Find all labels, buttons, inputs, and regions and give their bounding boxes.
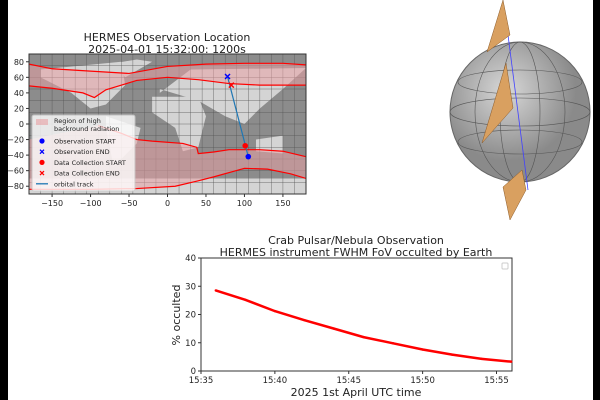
orbit-line [507,34,529,191]
y-tick-label: 20 [185,311,196,321]
data-point [480,357,483,361]
x-tick-label: 100 [237,199,252,208]
radiation-boundary-1 [28,76,306,99]
y-tick-label: 20 [14,104,24,113]
y-tick-label: 40 [185,254,196,264]
globe-3d-view [449,0,591,221]
y-axis-label: % occulted [170,285,183,346]
x-axis-label: 2025 1st April UTC time [291,386,422,399]
x-tick-label: 15:35 [189,376,214,386]
right-border [593,0,600,400]
data-collection-start-marker [242,142,249,149]
legend-marker [39,159,45,165]
legend-label-region: Region of high [54,117,101,125]
observation-end-marker [224,73,231,80]
data-point [510,360,513,363]
legend-label: Observation END [54,148,110,156]
landmass [255,135,283,154]
legend-label-region: backround radiation [54,125,119,133]
data-point [303,318,306,322]
y-tick-label: 0 [191,367,196,377]
y-tick-label: −40 [7,151,24,160]
empty-legend [501,262,509,270]
data-point [332,327,336,330]
observation-start-marker [245,153,252,160]
y-tick-label: −20 [7,136,24,145]
x-tick-label: 0 [165,199,170,208]
data-point [244,298,247,302]
x-tick-label: 15:45 [336,376,361,386]
x-tick-label: 15:50 [410,376,435,386]
line-subtitle: HERMES instrument FWHM FoV occulted by E… [220,246,493,259]
fov-cones [481,0,527,221]
x-tick-label: −100 [80,199,102,208]
legend-label: orbital track [54,180,94,188]
y-tick-label: 30 [185,282,196,292]
y-tick-label: 0 [19,120,24,129]
y-tick-label: −80 [7,182,24,191]
left-border [0,0,8,400]
x-tick-label: 150 [275,199,290,208]
y-tick-label: 10 [185,339,196,349]
x-tick-label: 15:55 [484,376,509,386]
plot-area [200,257,513,372]
data-point [450,353,454,356]
x-tick-label: −50 [121,199,138,208]
x-tick-label: 15:40 [263,376,288,386]
y-tick-label: 80 [14,58,24,67]
x-tick-label: 50 [201,199,211,208]
legend-label: Observation START [54,138,116,146]
data-point [391,342,395,345]
radiation-boundary-0 [28,62,307,75]
line-title: Crab Pulsar/Nebula Observation [268,234,444,247]
legend-box [31,114,136,192]
map-subtitle: 2025-04-01 15:32:00: 1200s [88,43,246,56]
map-title: HERMES Observation Location [84,31,251,44]
data-point [214,289,217,292]
data-point [421,348,424,351]
x-tick-label: −150 [41,199,63,208]
legend-label: Data Collection END [54,170,120,178]
data-point [273,309,277,313]
y-tick-label: −60 [7,167,24,176]
data-point [362,335,365,339]
legend-marker [39,170,45,176]
legend-marker [39,138,45,144]
y-tick-label: 60 [14,73,24,82]
legend-label: Data Collection START [54,159,126,167]
legend-marker [39,149,45,155]
data-collection-end-marker [228,82,235,89]
legend-swatch-region [36,119,48,125]
y-tick-label: 40 [14,89,24,98]
